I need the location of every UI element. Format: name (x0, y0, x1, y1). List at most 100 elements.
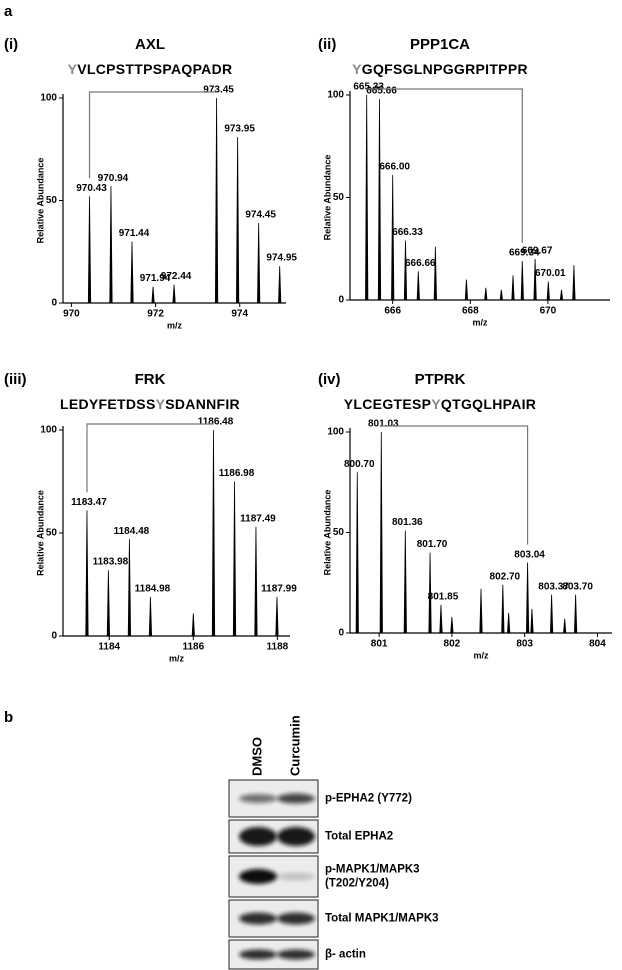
y-tick-label: 100 (327, 427, 344, 438)
peak-label: 669.67 (522, 246, 553, 257)
panel-label: (iv) (318, 371, 341, 388)
x-axis-label: m/z (473, 650, 489, 660)
y-axis-label: Relative Abundance (322, 490, 332, 576)
peak (439, 604, 443, 633)
peak-label: 970.94 (98, 173, 129, 184)
column-label: DMSO (249, 737, 264, 776)
peak-label: 666.33 (392, 227, 423, 238)
panel-label: (i) (4, 36, 18, 53)
row-label: Total EPHA2 (325, 831, 393, 843)
blot-band (239, 869, 277, 884)
peak (403, 240, 408, 300)
blot-band (239, 949, 277, 960)
peak (450, 616, 454, 633)
row-label: (T202/Y204) (325, 878, 389, 890)
peak (572, 265, 576, 300)
peak-label: 1184.48 (114, 526, 150, 537)
peak-label: 1186.48 (198, 417, 234, 428)
peak (275, 596, 279, 636)
chart-title: AXL (135, 36, 165, 53)
peak-label: 665.66 (366, 86, 397, 97)
panel-label: (iii) (4, 371, 27, 388)
blot-band (239, 912, 277, 925)
peak (130, 241, 134, 303)
peak-label: 972.44 (161, 271, 192, 282)
peak (191, 613, 195, 636)
peak-label: 1184.98 (135, 584, 171, 595)
bracket (86, 423, 214, 493)
x-axis-label: m/z (167, 320, 183, 330)
x-axis-label: m/z (169, 653, 185, 663)
peak (391, 174, 395, 300)
bracket (381, 425, 529, 545)
x-tick-label: 801 (371, 639, 388, 650)
peak-label: 1183.98 (93, 557, 129, 568)
x-tick-label: 974 (231, 309, 248, 320)
y-tick-label: 0 (338, 295, 344, 306)
peak (254, 526, 258, 636)
peak (549, 594, 554, 633)
x-tick-label: 804 (589, 639, 606, 650)
peak-label: 971.94 (140, 273, 171, 284)
y-tick-label: 100 (327, 90, 344, 101)
peak-label: 669.34 (509, 248, 540, 259)
peak-label: 974.95 (266, 253, 297, 264)
peak-label: 801.03 (368, 419, 399, 430)
peptide: YGQFSGLNPGGRPITPPR (352, 61, 528, 77)
chart-title: PPP1CA (410, 36, 470, 53)
peak (520, 261, 524, 300)
peak-label: 1183.47 (71, 497, 107, 508)
peak (109, 186, 113, 303)
peak (127, 539, 132, 636)
x-tick-label: 666 (384, 306, 401, 317)
peak (563, 618, 567, 633)
peak-label: 973.45 (203, 85, 234, 96)
peak-label: 1186.98 (219, 468, 255, 479)
y-axis-label: Relative Abundance (322, 155, 332, 241)
x-tick-label: 970 (63, 309, 80, 320)
peak (533, 259, 537, 300)
peak (428, 552, 432, 633)
peak (355, 472, 359, 633)
peak (106, 570, 110, 636)
blot-band (277, 872, 315, 881)
peak (85, 510, 89, 636)
peak (377, 99, 382, 300)
peak (87, 196, 92, 303)
peak (278, 266, 282, 303)
panel-label: b (4, 709, 13, 726)
peak-label: 800.70 (344, 459, 375, 470)
peak (479, 588, 483, 633)
row-label: Total MAPK1/MAPK3 (325, 913, 439, 925)
peak-label: 1187.49 (240, 513, 276, 524)
blot-band (277, 827, 315, 846)
chart-title: PTPRK (415, 371, 466, 388)
y-tick-label: 50 (333, 527, 345, 538)
x-tick-label: 1186 (182, 642, 204, 653)
x-tick-label: 670 (540, 306, 557, 317)
chart-title: FRK (135, 371, 166, 388)
y-tick-label: 100 (40, 93, 57, 104)
bracket (366, 88, 523, 244)
panel-label: a (4, 3, 13, 20)
peak (416, 271, 420, 300)
peak-label: 803.04 (514, 549, 545, 560)
peptide: YVLCPSTTPSPAQPADR (68, 61, 233, 77)
blot-band (239, 827, 277, 846)
peptide: YLCEGTESPYQTGQLHPAIR (344, 396, 536, 412)
y-tick-label: 0 (338, 628, 344, 639)
peak-label: 974.45 (245, 210, 276, 221)
panel-label: (ii) (318, 36, 336, 53)
peak (546, 281, 550, 300)
peptide: LEDYFETDSSYSDANNFIR (60, 396, 240, 412)
x-tick-label: 1184 (98, 642, 120, 653)
peak (211, 430, 216, 636)
peak-label: 803.70 (562, 581, 593, 592)
x-tick-label: 1188 (267, 642, 289, 653)
peak (559, 289, 564, 300)
peak (464, 279, 469, 300)
peak (507, 612, 511, 633)
peak (236, 136, 240, 303)
x-tick-label: 972 (147, 309, 164, 320)
